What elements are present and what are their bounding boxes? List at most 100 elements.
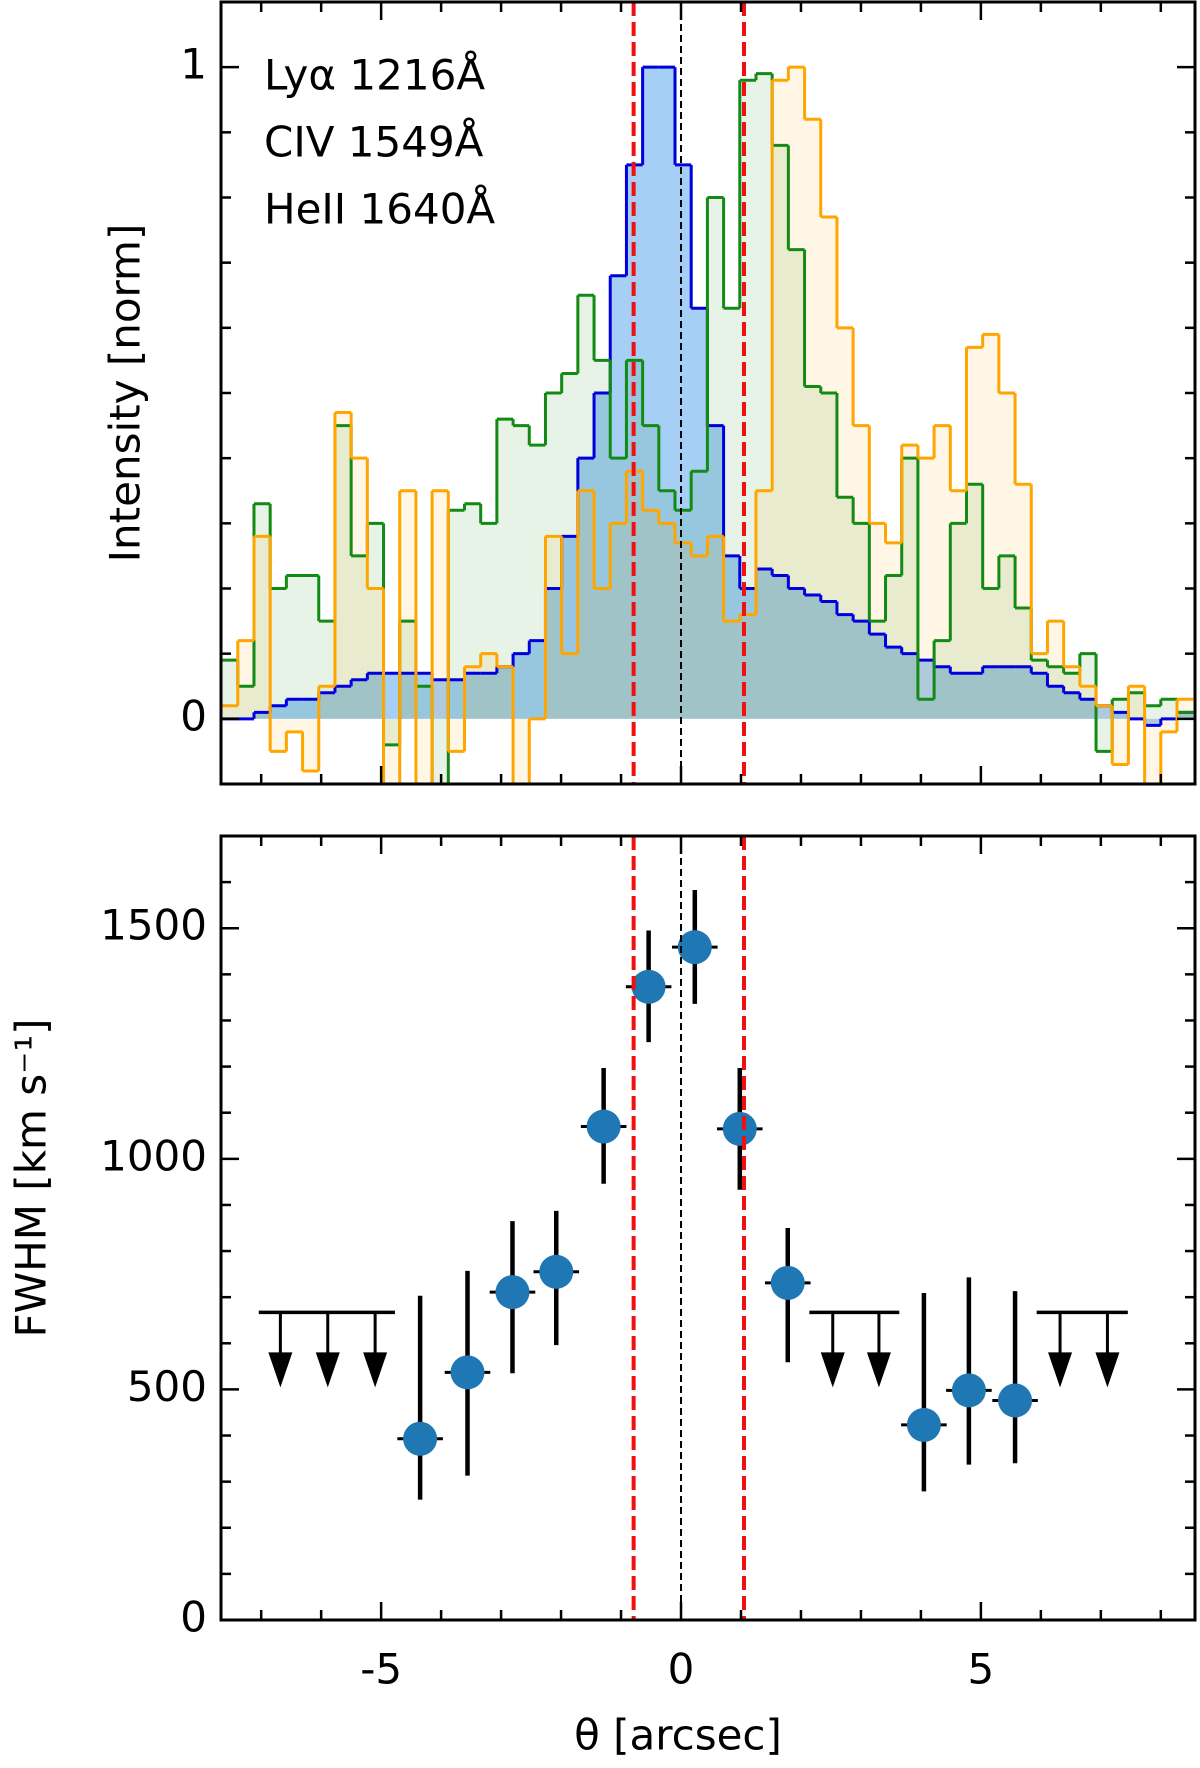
step-fill: [1112, 718, 1129, 765]
arrow-head: [363, 1352, 388, 1388]
step-fill: [529, 445, 546, 719]
step-fill: [448, 510, 465, 719]
step-fill: [739, 80, 756, 719]
step-fill: [691, 308, 708, 719]
step-fill: [1015, 666, 1032, 719]
step-fill: [1096, 705, 1113, 719]
step-fill: [755, 73, 773, 719]
step-fill: [221, 660, 238, 719]
step-fill: [642, 510, 659, 719]
step-fill: [270, 588, 287, 719]
point: [998, 1383, 1033, 1418]
step-fill: [383, 718, 400, 745]
step-fill: [917, 699, 935, 719]
step-fill: [853, 621, 870, 719]
step-fill: [383, 718, 400, 784]
step-fill: [707, 536, 724, 719]
step-fill: [399, 673, 416, 719]
x-tick-label: -5: [360, 1645, 402, 1694]
step-fill: [901, 653, 918, 719]
legend-entry: HeII 1640Å: [264, 184, 495, 234]
point: [722, 1111, 757, 1146]
step-fill: [998, 666, 1016, 719]
step-fill: [1096, 718, 1113, 752]
step-fill: [1128, 686, 1145, 719]
step-fill: [286, 718, 303, 732]
step-fill: [885, 542, 902, 719]
step-fill: [788, 588, 805, 719]
step-fill: [270, 705, 287, 719]
step-fill: [1177, 712, 1194, 719]
step-fill: [1144, 718, 1161, 784]
step-fill: [675, 164, 692, 719]
step-fill: [707, 425, 724, 719]
step-fill: [237, 686, 254, 719]
step-fill: [351, 679, 368, 719]
step-fill: [966, 484, 983, 719]
arrow-head: [315, 1352, 340, 1388]
step-fill: [577, 458, 595, 719]
step-fill: [464, 666, 481, 719]
step-fill: [950, 490, 967, 719]
step-fill: [1031, 660, 1048, 719]
step-fill: [982, 666, 999, 719]
step-fill: [723, 621, 740, 719]
step-fill: [318, 621, 335, 719]
step-fill: [496, 666, 514, 719]
point: [495, 1275, 530, 1310]
step-fill: [577, 295, 595, 719]
step-fill: [1177, 699, 1194, 719]
step-fill: [982, 588, 999, 719]
step-fill: [982, 334, 999, 719]
step-fill: [253, 536, 271, 719]
y-tick-label: 1: [180, 40, 207, 89]
step-fill: [836, 497, 854, 719]
step-fill: [675, 510, 692, 719]
step-fill: [626, 360, 643, 719]
step-fill: [1047, 666, 1064, 719]
step-fill: [707, 197, 724, 719]
step-fill: [1047, 621, 1064, 719]
step-fill: [432, 718, 449, 784]
point: [539, 1254, 574, 1289]
step-fill: [836, 327, 854, 719]
step-fill: [253, 503, 271, 719]
step-fill: [545, 536, 562, 719]
arrow-head: [820, 1352, 845, 1388]
step-fill: [432, 490, 449, 719]
step-fill: [917, 458, 935, 719]
step-fill: [950, 673, 967, 719]
step-fill: [788, 249, 805, 719]
step-fill: [577, 490, 595, 719]
y-tick-label: 1000: [100, 1131, 207, 1180]
step-fill: [318, 686, 335, 719]
step-fill: [723, 555, 740, 719]
step-fill: [480, 673, 497, 719]
plot-area: [258, 836, 1128, 1620]
y-tick-label: 0: [180, 1593, 207, 1642]
step-fill: [302, 575, 319, 719]
step-fill: [464, 503, 481, 719]
step-fill: [934, 640, 951, 719]
step-fill: [367, 588, 384, 719]
arrow-head: [1048, 1352, 1073, 1388]
step-fill: [270, 718, 287, 752]
step-fill: [399, 490, 416, 719]
point: [631, 969, 666, 1004]
step-fill: [820, 601, 837, 719]
step-fill: [836, 614, 854, 719]
step-fill: [658, 523, 676, 719]
step-fill: [1079, 686, 1097, 719]
step-fill: [1112, 699, 1129, 719]
step-fill: [772, 575, 789, 719]
step-fill: [302, 718, 319, 771]
step-fill: [432, 679, 449, 719]
step-fill: [286, 699, 303, 719]
step-fill: [1144, 705, 1161, 719]
step-fill: [1160, 718, 1178, 732]
step-fill: [529, 640, 546, 719]
step-fill: [950, 523, 967, 719]
step-fill: [869, 621, 886, 719]
step-fill: [367, 673, 384, 719]
